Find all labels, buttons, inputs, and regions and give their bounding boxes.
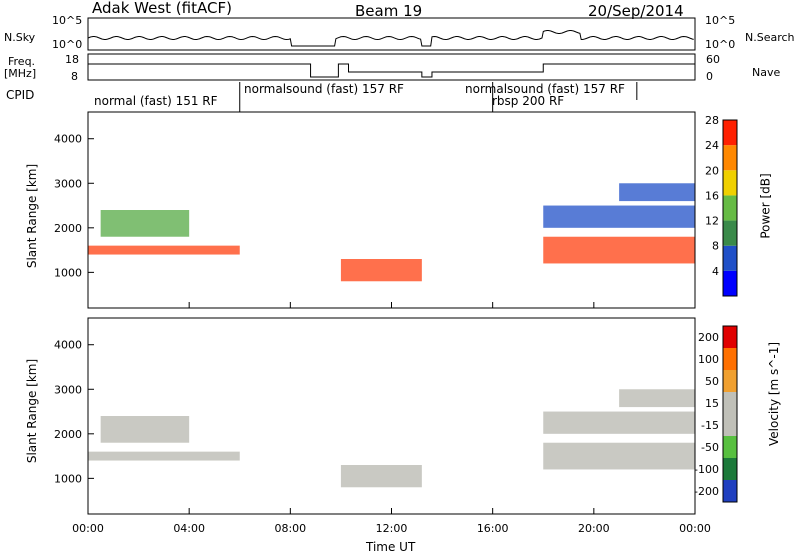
velocity-colorbar-seg-1	[723, 458, 737, 480]
power-colorbar-tick-2: 12	[705, 215, 719, 228]
velocity-colorbar-tick-7: -200	[694, 485, 719, 498]
noise-tick-left-top: 10^5	[52, 14, 83, 27]
freq-trace	[88, 63, 695, 78]
noise-tick-left-bottom: 10^0	[52, 38, 83, 51]
time-tick-label-5: 20:00	[578, 522, 610, 535]
power-colorbar-seg-3	[723, 195, 737, 221]
power-colorbar-frame	[722, 119, 738, 297]
power-colorbar-tick-4: 20	[705, 164, 719, 177]
freq-frame	[87, 53, 696, 81]
noise-tick-right-top: 10^5	[705, 14, 736, 27]
noise-tick-right-bottom: 10^0	[705, 38, 736, 51]
power-ytick-label-0: 1000	[54, 266, 82, 279]
velocity-colorbar-tick-0: 200	[698, 331, 719, 344]
freq-label: Freq.	[8, 55, 36, 68]
nsearch-label: N.Search	[745, 31, 795, 44]
time-tick-label-2: 08:00	[274, 522, 306, 535]
beam-label: Beam 19	[355, 2, 423, 20]
power-colorbar-seg-0	[723, 270, 737, 296]
power-colorbar-seg-5	[723, 145, 737, 171]
power-colorbar-tick-1: 8	[712, 240, 719, 253]
velocity-band-5	[619, 389, 695, 408]
cpid-segment-1: normal (fast) 151 RF	[94, 94, 218, 108]
time-axis-label: Time UT	[366, 540, 416, 554]
power-ytick-label-2: 3000	[54, 177, 82, 190]
power-band-3	[543, 236, 695, 264]
noise-frame	[87, 17, 696, 51]
cpid-segment-2: normalsound (fast) 157 RF	[244, 82, 404, 96]
power-band-5	[619, 183, 695, 202]
velocity-ytick-label-0: 1000	[54, 472, 82, 485]
velocity-colorbar-frame	[722, 325, 738, 503]
velocity-ytick-label-3: 4000	[54, 339, 82, 352]
velocity-colorbar-seg-7	[723, 326, 737, 348]
velocity-colorbar-seg-5	[723, 370, 737, 392]
date-label: 20/Sep/2014	[588, 2, 684, 20]
power-colorbar-seg-6	[723, 120, 737, 146]
time-tick-label-4: 16:00	[477, 522, 509, 535]
power-band-4	[543, 205, 695, 228]
time-tick-label-0: 00:00	[72, 522, 104, 535]
velocity-colorbar-seg-0	[723, 480, 737, 502]
velocity-band-0	[88, 451, 240, 461]
cpid-label: CPID	[6, 88, 35, 102]
power-colorbar-seg-1	[723, 245, 737, 271]
power-colorbar-seg-2	[723, 220, 737, 246]
nsky-label: N.Sky	[4, 31, 36, 44]
velocity-colorbar-tick-1: 100	[698, 353, 719, 366]
freq-tick-left-bottom: 8	[71, 70, 78, 83]
time-tick-label-3: 12:00	[376, 522, 408, 535]
velocity-band-1	[100, 416, 190, 443]
power-band-1	[100, 210, 190, 237]
time-tick-label-1: 04:00	[173, 522, 205, 535]
velocity-ytick-label-2: 3000	[54, 383, 82, 396]
power-band-0	[88, 245, 240, 255]
power-colorbar-tick-3: 16	[705, 189, 719, 202]
nave-label: Nave	[752, 66, 781, 79]
power-colorbar-tick-6: 28	[705, 114, 719, 127]
velocity-colorbar-tick-4: -15	[701, 419, 719, 432]
velocity-ytick-label-1: 2000	[54, 428, 82, 441]
velocity-band-3	[543, 442, 695, 470]
freq-tick-right-top: 60	[706, 53, 720, 66]
cpid-segment-rbsp: rbsp 200 RF	[492, 94, 565, 108]
noise-trace	[87, 30, 694, 47]
velocity-colorbar-tick-3: 15	[705, 397, 719, 410]
power-ytick-label-3: 4000	[54, 133, 82, 146]
power-band-2	[340, 259, 422, 282]
radar-title: Adak West (fitACF)	[92, 0, 232, 17]
power-ytick-label-1: 2000	[54, 222, 82, 235]
time-tick-label-6: 00:00	[679, 522, 711, 535]
velocity-band-2	[340, 465, 422, 488]
power-colorbar-tick-5: 24	[705, 139, 719, 152]
velocity-colorbar-seg-2	[723, 436, 737, 458]
freq-unit-label: [MHz]	[4, 67, 37, 80]
cpid-segment-3: normalsound (fast) 157 RF	[465, 82, 625, 96]
velocity-colorbar-tick-5: -50	[701, 441, 719, 454]
velocity-colorbar-seg-4	[723, 392, 737, 414]
power-colorbar-tick-0: 4	[712, 265, 719, 278]
velocity-colorbar-tick-2: 50	[705, 375, 719, 388]
freq-tick-left-top: 18	[65, 53, 79, 66]
velocity-band-4	[543, 411, 695, 434]
freq-tick-right-bottom: 0	[706, 70, 713, 83]
velocity-colorbar-tick-6: -100	[694, 463, 719, 476]
velocity-colorbar-seg-6	[723, 348, 737, 370]
power-colorbar-seg-4	[723, 170, 737, 196]
velocity-colorbar-seg-3	[723, 414, 737, 436]
